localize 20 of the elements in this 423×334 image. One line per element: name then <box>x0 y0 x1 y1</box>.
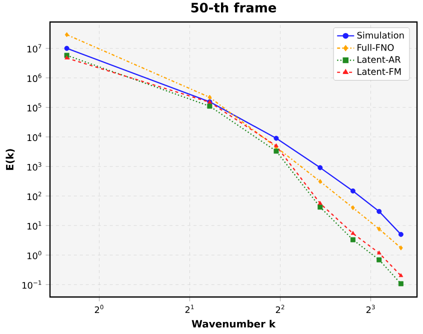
y-tick-label: 10$^{4}$ <box>28 132 42 142</box>
y-axis-title: E(k) <box>6 149 15 170</box>
y-tick-label: 10$^{2}$ <box>28 192 42 200</box>
legend-label: Latent-FM <box>358 68 401 75</box>
x-tick-label: 2$^{1}$ <box>185 304 194 313</box>
y-tick-label: 10$^{5}$ <box>28 103 42 112</box>
y-tick-label: 10$^{7}$ <box>28 44 42 52</box>
y-tick-label: 10$^{3}$ <box>28 162 42 171</box>
chart-title: 50-th frame <box>191 2 276 13</box>
legend-label: Simulation <box>357 32 404 39</box>
y-tick-label: 10$^{6}$ <box>28 74 42 82</box>
x-tick-label: 2$^{3}$ <box>366 304 375 314</box>
x-axis-title: Wavenumber k <box>192 320 276 328</box>
legend-label: Full-FNO <box>358 44 394 51</box>
y-tick-label: 10$^{1}$ <box>28 221 42 230</box>
y-tick-label: 10$^{0}$ <box>28 250 42 260</box>
x-tick-label: 2$^{2}$ <box>276 304 284 314</box>
legend-label: Latent-AR <box>358 56 401 63</box>
x-tick-label: 2$^{0}$ <box>94 304 104 314</box>
y-tick-label: 10$^{−1}$ <box>22 280 42 289</box>
